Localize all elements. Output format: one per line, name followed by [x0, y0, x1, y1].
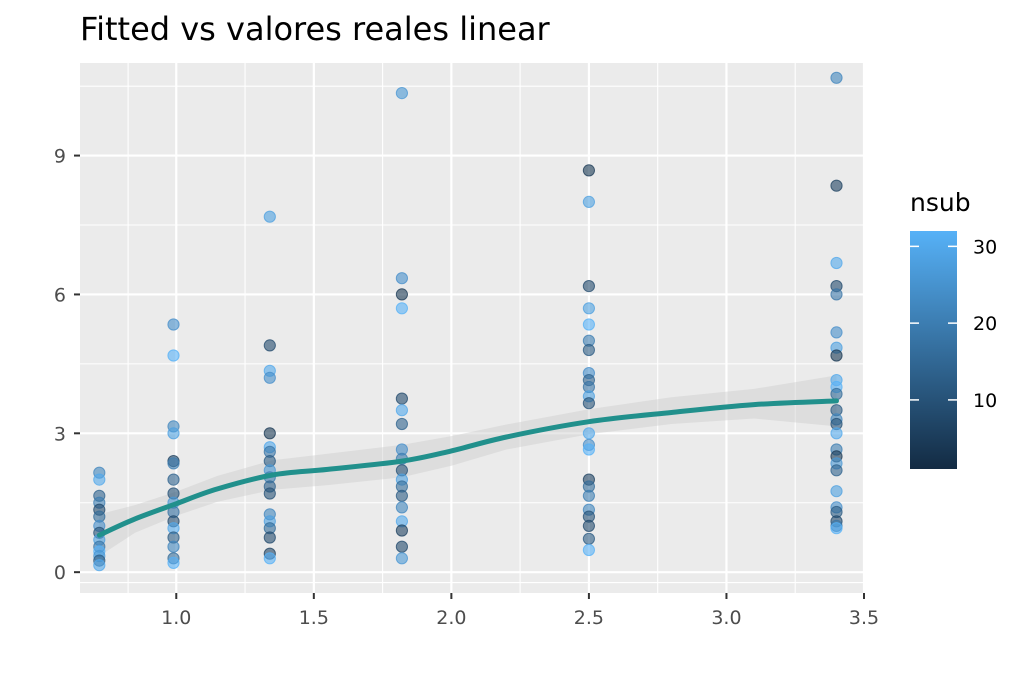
data-point	[167, 540, 180, 553]
data-point	[395, 302, 408, 315]
data-point	[582, 443, 596, 456]
legend-tick-label: 10	[973, 390, 997, 412]
y-tick-label: 3	[54, 423, 66, 445]
minor-gridlines	[80, 63, 864, 593]
data-point	[830, 256, 843, 270]
data-point	[263, 552, 276, 565]
data-point	[167, 427, 180, 440]
data-point	[582, 427, 596, 440]
data-point	[263, 487, 276, 500]
data-point	[395, 501, 408, 514]
data-point	[582, 532, 596, 545]
y-axis: 0 3 6 9	[54, 146, 80, 584]
legend-tick-label: 20	[973, 313, 997, 335]
data-point	[167, 318, 180, 331]
data-point	[830, 179, 843, 192]
data-point	[830, 427, 843, 440]
data-point	[263, 427, 276, 440]
data-point	[582, 519, 596, 533]
data-point	[93, 473, 106, 486]
chart-title: Fitted vs valores reales linear	[80, 10, 551, 48]
legend-colorbar	[910, 231, 957, 469]
y-tick-label: 0	[54, 562, 66, 584]
data-point	[830, 349, 843, 362]
data-point	[830, 288, 843, 301]
data-point	[263, 210, 276, 223]
data-point	[830, 485, 843, 498]
data-point	[167, 556, 180, 570]
data-point	[582, 489, 596, 502]
data-point	[582, 318, 596, 331]
data-point	[167, 473, 180, 486]
data-point	[395, 524, 408, 537]
data-point	[395, 540, 408, 553]
x-tick-label: 1.0	[161, 607, 191, 629]
data-point	[582, 164, 596, 177]
y-tick-label: 6	[54, 284, 66, 306]
major-gridlines	[80, 63, 866, 593]
data-point	[263, 531, 276, 544]
x-tick-label: 1.5	[299, 607, 329, 629]
y-tick-label: 9	[54, 146, 66, 168]
color-legend: nsub 10 20 30	[910, 188, 997, 469]
data-point	[395, 392, 408, 405]
data-point	[830, 464, 843, 477]
data-point	[167, 457, 180, 470]
plot-panel	[80, 63, 864, 593]
data-point	[395, 552, 408, 565]
data-point	[263, 371, 276, 384]
data-point	[395, 404, 408, 417]
data-point	[582, 195, 596, 208]
legend-title: nsub	[910, 188, 971, 217]
x-axis: 1.0 1.5 2.0 2.5 3.0 3.5	[161, 593, 879, 629]
scatter-points	[93, 71, 843, 572]
data-point	[395, 417, 408, 431]
data-point	[830, 71, 843, 84]
smooth-trend-line	[96, 398, 839, 538]
legend-tick-label: 30	[973, 236, 997, 258]
data-point	[582, 302, 596, 315]
data-point	[395, 489, 408, 502]
data-point	[582, 280, 596, 293]
data-point	[830, 326, 843, 339]
x-tick-label: 2.5	[574, 607, 604, 629]
smooth-confidence-band	[99, 375, 837, 556]
data-point	[582, 543, 596, 557]
data-point	[167, 349, 180, 362]
data-point	[395, 288, 408, 301]
data-point	[395, 87, 408, 100]
data-point	[582, 397, 596, 410]
data-point	[93, 559, 106, 572]
data-point	[830, 387, 843, 401]
x-tick-label: 3.0	[711, 607, 741, 629]
x-tick-label: 2.0	[436, 607, 466, 629]
x-tick-label: 3.5	[849, 607, 879, 629]
data-point	[830, 522, 843, 535]
legend-ticks: 10 20 30	[910, 236, 997, 412]
data-point	[263, 339, 276, 352]
data-point	[395, 272, 408, 285]
data-point	[582, 343, 596, 357]
